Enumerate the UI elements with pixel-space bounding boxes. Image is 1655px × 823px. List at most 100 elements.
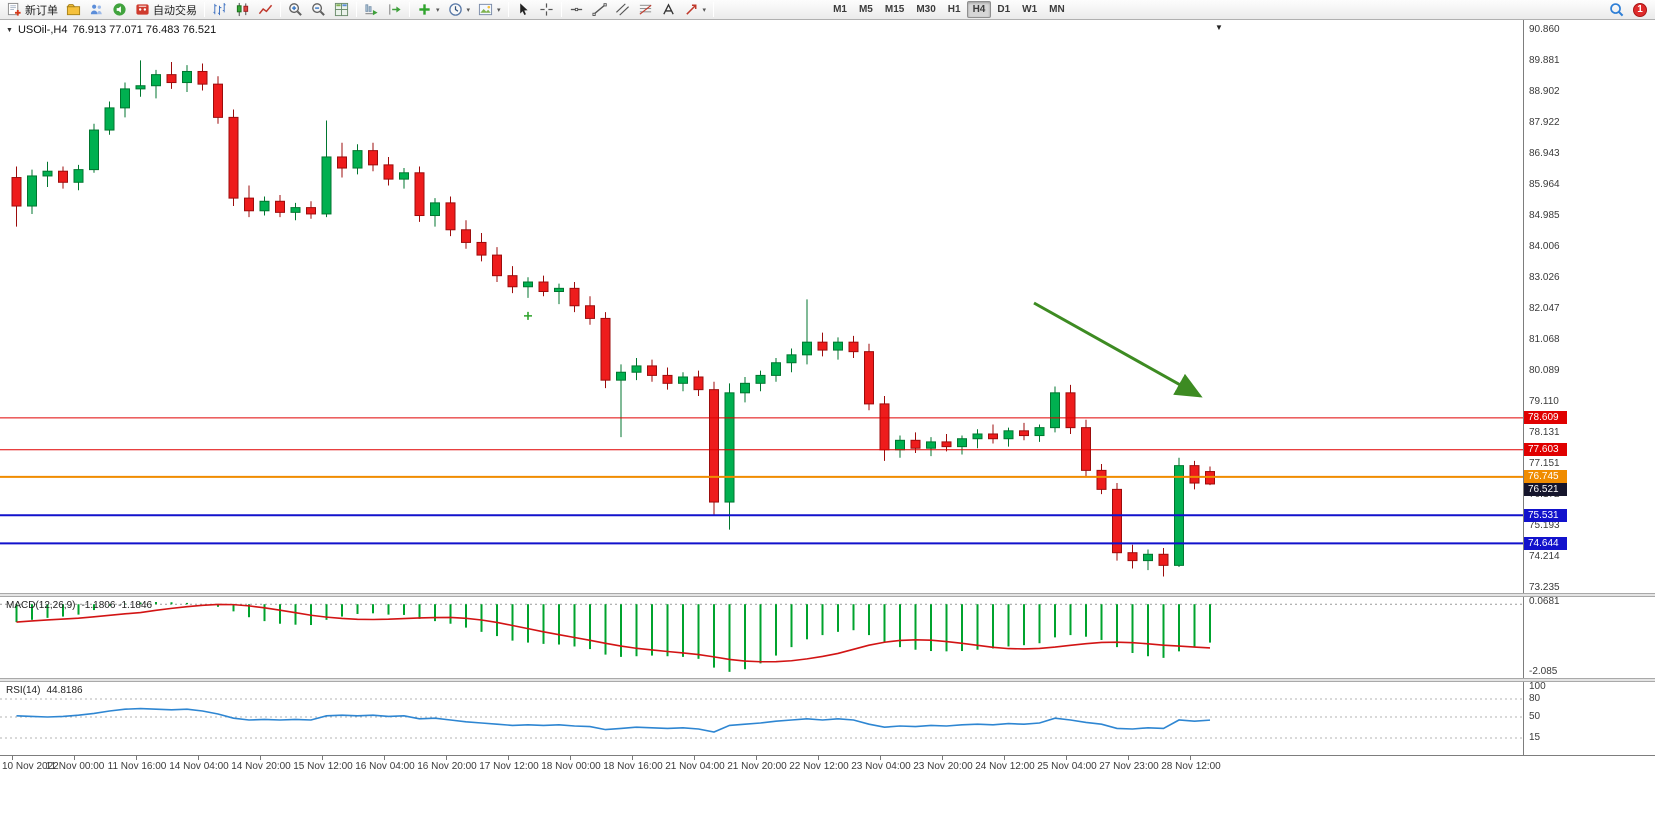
price-line-badge[interactable]: 76.745	[1524, 470, 1567, 484]
new-order-button[interactable]: 新订单	[3, 1, 62, 19]
rsi-line	[16, 707, 1211, 733]
candlestick-chart-button[interactable]	[231, 1, 254, 19]
timeframe-m5-button[interactable]: M5	[853, 1, 879, 18]
macd-label: MACD(12,26,9) -1.1806 -1.1846	[6, 600, 152, 611]
candle-body	[120, 88, 130, 109]
timeframe-m5-button-label: M5	[858, 4, 873, 15]
cursor-button[interactable]	[512, 1, 535, 19]
price-axis-label: 84.985	[1529, 210, 1560, 221]
candle-body	[197, 70, 208, 85]
panel-splitter[interactable]	[0, 593, 1655, 597]
timeframe-d1-button[interactable]: D1	[991, 1, 1016, 18]
time-axis-tick	[198, 756, 199, 760]
search-button[interactable]	[1605, 1, 1628, 19]
text-button[interactable]	[657, 1, 680, 19]
candle-body	[740, 382, 750, 394]
price-line-badge[interactable]: 74.644	[1524, 536, 1567, 550]
timeframe-h4-button[interactable]: H4	[966, 1, 992, 18]
price-axis-label: 73.235	[1529, 582, 1560, 593]
candle-body	[492, 254, 502, 277]
timeframe-w1-button[interactable]: W1	[1016, 1, 1043, 18]
profiles-button[interactable]	[62, 1, 85, 19]
notifications-badge[interactable]: 1	[1633, 2, 1647, 17]
rsi-axis-label: 50	[1529, 711, 1541, 722]
time-axis-tick	[880, 756, 881, 760]
clock-icon	[448, 2, 463, 17]
tile-windows-button[interactable]	[330, 1, 353, 19]
time-axis-tick	[1066, 756, 1067, 760]
periods-button[interactable]: ▾	[444, 1, 475, 19]
time-axis-label: 23 Nov 20:00	[913, 761, 973, 772]
macd-indicator-panel[interactable]: MACD(12,26,9) -1.1806 -1.1846	[0, 597, 1523, 678]
indicators-button[interactable]: ▾	[413, 1, 444, 19]
timeframe-mn-button-label: MN	[1049, 4, 1065, 15]
chart-shift-button[interactable]	[383, 1, 406, 19]
horizontal-line-button[interactable]	[565, 1, 588, 19]
candle-body	[554, 287, 564, 293]
time-axis-label: 15 Nov 12:00	[293, 761, 353, 772]
auto-scroll-button[interactable]	[360, 1, 383, 19]
candle-body	[182, 70, 192, 84]
arrows-button[interactable]: ▾	[680, 1, 711, 19]
candle-body	[895, 439, 905, 451]
dropdown-caret-icon: ▾	[436, 6, 440, 14]
price-axis[interactable]: 90.860 89.881 88.902 87.922 86.943 85.964 84.9…	[1523, 20, 1655, 755]
sound-button[interactable]	[108, 1, 131, 19]
candle-body	[972, 433, 983, 440]
timeframe-h1-button-label: H1	[947, 4, 961, 15]
time-axis-tick	[756, 756, 757, 760]
time-axis-label: 28 Nov 12:00	[1161, 761, 1221, 772]
price-axis-label: 79.110	[1529, 396, 1559, 407]
price-axis-label: 78.131	[1529, 426, 1560, 438]
candle-body	[1096, 469, 1107, 490]
line-chart-button[interactable]	[254, 1, 277, 19]
zoom-out-button[interactable]	[307, 1, 330, 19]
accounts-icon	[89, 2, 104, 17]
cross-marker-annotation[interactable]	[524, 311, 532, 320]
candle-body	[321, 156, 332, 215]
chart-shift-marker-icon[interactable]: ▼	[1215, 23, 1223, 32]
templates-button[interactable]: ▾	[474, 1, 505, 19]
accounts-button[interactable]	[85, 1, 108, 19]
price-chart-panel[interactable]: ▼ USOil-,H4 76.913 77.071 76.483 76.521 …	[0, 20, 1523, 593]
time-axis-label: 22 Nov 12:00	[789, 761, 849, 772]
candle-body	[678, 376, 688, 384]
template-icon	[478, 2, 493, 17]
candle-body	[383, 164, 394, 180]
autotrade-button[interactable]: 自动交易	[131, 1, 201, 19]
new-order-icon	[7, 2, 22, 17]
candle-body	[523, 281, 533, 288]
zoom-in-button[interactable]	[284, 1, 307, 19]
panel-splitter[interactable]	[0, 678, 1655, 682]
timeframe-mn-button[interactable]: MN	[1043, 1, 1071, 18]
timeframe-m15-button[interactable]: M15	[879, 1, 910, 18]
price-line-badge[interactable]: 77.603	[1524, 443, 1567, 457]
timeframe-h1-button[interactable]: H1	[942, 1, 967, 18]
ohlc-toggle-icon[interactable]: ▼	[6, 26, 13, 34]
candle-body	[1189, 465, 1200, 484]
channel-button[interactable]	[611, 1, 634, 19]
crosshair-button[interactable]	[535, 1, 558, 19]
time-axis[interactable]: 10 Nov 2022 11 Nov 00:00 11 Nov 16:00 14 No…	[0, 755, 1655, 775]
candle-body	[1112, 488, 1122, 554]
price-line-badge[interactable]: 75.531	[1524, 508, 1567, 522]
bar-chart-button[interactable]	[208, 1, 231, 19]
fibonacci-button[interactable]	[634, 1, 657, 19]
candle-body	[290, 207, 301, 213]
time-axis-tick	[942, 756, 943, 760]
timeframe-m30-button[interactable]: M30	[910, 1, 941, 18]
timeframe-m1-button[interactable]: M1	[827, 1, 853, 18]
price-line-badge[interactable]: 78.609	[1524, 411, 1567, 425]
price-axis-label: 75.193	[1529, 520, 1560, 531]
trend-arrow-annotation[interactable]	[1033, 301, 1203, 398]
rsi-indicator-panel[interactable]: RSI(14) 44.8186	[0, 682, 1523, 755]
time-axis-label: 25 Nov 04:00	[1037, 761, 1097, 772]
candle-body	[430, 202, 440, 217]
price-line-badge[interactable]: 76.521	[1524, 483, 1567, 497]
candle-body	[585, 305, 595, 319]
rsi-axis-label: 15	[1529, 732, 1541, 743]
candle-body	[445, 202, 456, 231]
candle-body	[538, 281, 549, 293]
trendline-button[interactable]	[588, 1, 611, 19]
time-axis-tick	[260, 756, 261, 760]
